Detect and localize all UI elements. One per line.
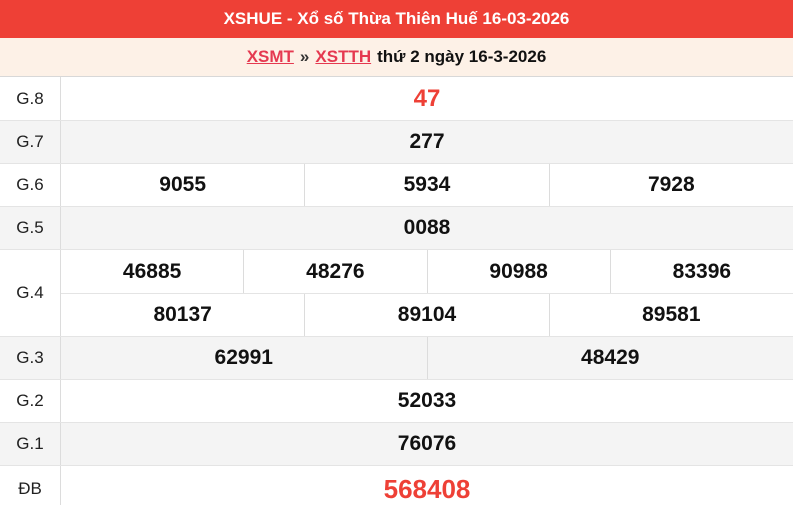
prize-value: 52033 [397,389,457,412]
table-row-g8: G.8 47 [0,77,793,120]
prize-label-db: ĐB [0,466,61,505]
prize-value: 76076 [397,432,457,455]
prize-value: 47 [413,84,441,112]
breadcrumb-date: thứ 2 ngày 16-3-2026 [377,47,547,66]
table-row-g6: G.6 9055 5934 7928 [0,163,793,206]
table-row-g1: G.1 76076 [0,422,793,465]
prize-label-g2: G.2 [0,380,61,422]
results-table: G.8 47 G.7 277 G.6 9055 5934 7928 G.5 00… [0,76,793,505]
g4-line-1: 46885 48276 90988 83396 [61,250,793,293]
prize-label-g6: G.6 [0,164,61,206]
table-row-g2: G.2 52033 [0,379,793,422]
table-row-db: ĐB 568408 [0,465,793,505]
prize-value: 83396 [672,259,732,283]
breadcrumb-link-xsmt[interactable]: XSMT [246,47,294,66]
prize-value: 0088 [403,216,451,239]
prize-label-g3: G.3 [0,337,61,379]
breadcrumb-separator: » [299,47,310,66]
table-row-g4: G.4 46885 48276 90988 83396 80137 89104 … [0,249,793,336]
prize-value: 62991 [61,337,428,379]
prize-value: 46885 [61,250,245,293]
prize-value-jackpot: 568408 [383,473,471,504]
table-row-g3: G.3 62991 48429 [0,336,793,379]
prize-value: 89581 [642,303,701,326]
prize-label-g4: G.4 [0,250,61,336]
table-row-g7: G.7 277 [0,120,793,163]
prize-value: 277 [409,130,445,153]
prize-label-g8: G.8 [0,77,61,120]
prize-value: 89104 [305,294,550,336]
prize-value: 48276 [244,250,428,293]
prize-label-g5: G.5 [0,207,61,249]
prize-value: 80137 [61,294,306,336]
prize-value: 48429 [581,346,640,369]
table-row-g5: G.5 0088 [0,206,793,249]
breadcrumb: XSMT » XSTTH thứ 2 ngày 16-3-2026 [0,38,793,76]
prize-value: 5934 [305,164,550,206]
prize-value: 90988 [428,250,611,293]
prize-value: 7928 [647,173,695,196]
prize-label-g7: G.7 [0,121,61,163]
g4-line-2: 80137 89104 89581 [61,293,793,336]
page-title-bar: XSHUE - Xổ số Thừa Thiên Huế 16-03-2026 [0,0,793,38]
prize-label-g1: G.1 [0,423,61,465]
page-title: XSHUE - Xổ số Thừa Thiên Huế 16-03-2026 [223,9,570,28]
breadcrumb-link-xstth[interactable]: XSTTH [315,47,372,66]
prize-value: 9055 [61,164,306,206]
